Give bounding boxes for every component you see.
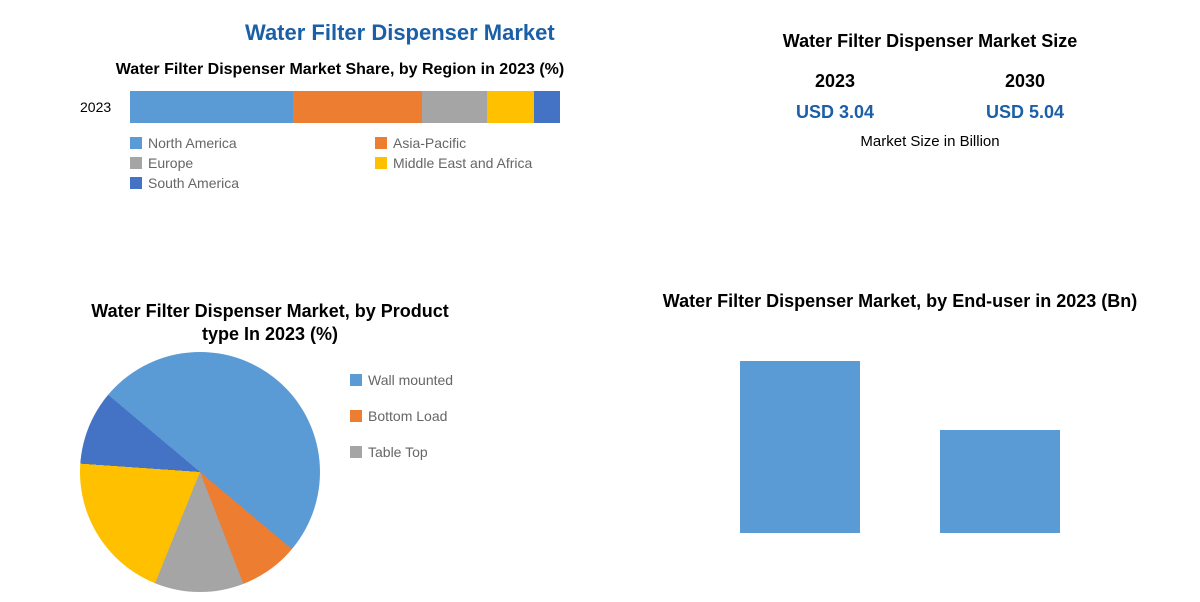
market-size-title: Water Filter Dispenser Market Size [740, 30, 1120, 53]
region-chart-title: Water Filter Dispenser Market Share, by … [80, 60, 600, 81]
stacked-segment [422, 91, 487, 123]
legend-item: North America [130, 135, 355, 151]
size-year-1: 2030 [1005, 71, 1045, 92]
size-value-0: USD 3.04 [796, 102, 874, 123]
enduser-bars [660, 333, 1140, 533]
stacked-segment [487, 91, 534, 123]
legend-swatch [375, 137, 387, 149]
legend-swatch [350, 446, 362, 458]
market-size-years: 2023 2030 [740, 71, 1120, 92]
legend-label: Bottom Load [368, 408, 447, 424]
size-value-1: USD 5.04 [986, 102, 1064, 123]
pie-chart [80, 352, 320, 592]
legend-label: North America [148, 135, 237, 151]
legend-swatch [130, 177, 142, 189]
legend-item: Europe [130, 155, 355, 171]
enduser-chart-title: Water Filter Dispenser Market, by End-us… [660, 290, 1140, 313]
stacked-bar-row: 2023 [80, 91, 600, 123]
market-size-values: USD 3.04 USD 5.04 [740, 102, 1120, 123]
region-legend: North America Asia-Pacific Europe Middle Ea… [80, 135, 600, 191]
legend-swatch [130, 137, 142, 149]
market-size-caption: Market Size in Billion [740, 133, 1120, 150]
pie-chart-title: Water Filter Dispenser Market, by Produc… [80, 300, 460, 347]
main-title: Water Filter Dispenser Market [245, 20, 555, 46]
market-size-panel: Water Filter Dispenser Market Size 2023 … [740, 30, 1120, 150]
stacked-segment [293, 91, 422, 123]
legend-label: Wall mounted [368, 372, 453, 388]
stacked-bar [130, 91, 560, 123]
stacked-bar-year-label: 2023 [80, 99, 120, 115]
product-type-pie-chart: Water Filter Dispenser Market, by Produc… [80, 300, 640, 602]
enduser-bar [940, 430, 1060, 534]
legend-item: Table Top [350, 444, 453, 460]
size-year-0: 2023 [815, 71, 855, 92]
legend-item: Wall mounted [350, 372, 453, 388]
legend-item: South America [130, 175, 355, 191]
enduser-bar-chart: Water Filter Dispenser Market, by End-us… [660, 290, 1140, 533]
legend-label: Middle East and Africa [393, 155, 532, 171]
legend-swatch [375, 157, 387, 169]
pie-legend: Wall mounted Bottom Load Table Top [350, 362, 453, 460]
legend-label: South America [148, 175, 239, 191]
region-share-chart: Water Filter Dispenser Market Share, by … [80, 60, 600, 191]
legend-swatch [130, 157, 142, 169]
enduser-bar [740, 361, 860, 534]
legend-item: Asia-Pacific [375, 135, 600, 151]
legend-label: Asia-Pacific [393, 135, 466, 151]
legend-item: Bottom Load [350, 408, 453, 424]
legend-label: Table Top [368, 444, 428, 460]
stacked-segment [534, 91, 560, 123]
legend-swatch [350, 410, 362, 422]
legend-item: Middle East and Africa [375, 155, 600, 171]
legend-swatch [350, 374, 362, 386]
stacked-segment [130, 91, 293, 123]
legend-label: Europe [148, 155, 193, 171]
